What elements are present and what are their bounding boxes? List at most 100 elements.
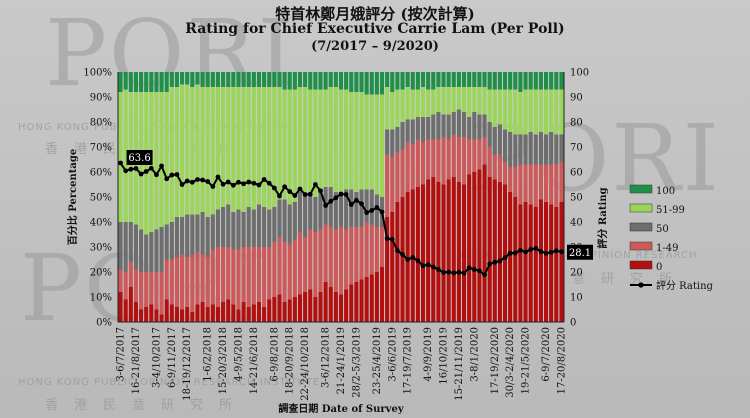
bar-segment-149 xyxy=(139,272,144,310)
bar-segment-100 xyxy=(169,72,174,87)
bar-segment-149 xyxy=(559,162,564,202)
legend-swatch xyxy=(629,260,653,270)
y-tick-label-right: 100 xyxy=(570,68,589,79)
bar-segment-5199 xyxy=(446,87,451,115)
bar-segment-149 xyxy=(538,164,543,200)
bar-segment-50 xyxy=(374,194,379,227)
bar-segment-0 xyxy=(338,294,344,322)
bar-segment-100 xyxy=(149,72,154,92)
bar-segment-100 xyxy=(241,72,246,87)
bar-segment-100 xyxy=(523,72,528,90)
bar-segment-100 xyxy=(200,72,205,87)
x-tick-label: 16/10/2019 xyxy=(439,327,450,385)
bar-segment-149 xyxy=(415,139,420,187)
bar-segment-100 xyxy=(318,72,323,90)
bar-segment-50 xyxy=(180,217,185,255)
bar-segment-50 xyxy=(405,119,410,142)
bar-segment-50 xyxy=(215,209,221,247)
bar-segment-50 xyxy=(200,212,205,255)
bar-segment-100 xyxy=(426,72,431,90)
bar-segment-50 xyxy=(149,232,154,272)
rating-point xyxy=(282,184,288,190)
bar-segment-50 xyxy=(333,192,338,230)
bar-segment-50 xyxy=(344,189,349,230)
y-tick-label-left: 30% xyxy=(90,243,112,254)
bar-segment-50 xyxy=(461,112,467,137)
bar-segment-50 xyxy=(497,124,502,155)
bar-segment-50 xyxy=(446,114,451,140)
bar-segment-50 xyxy=(123,222,128,272)
bar-segment-0 xyxy=(164,299,169,322)
bar-segment-0 xyxy=(226,299,231,322)
bar-segment-149 xyxy=(241,247,246,302)
bar-segment-50 xyxy=(544,134,549,165)
bar-segment-149 xyxy=(405,142,410,192)
bar-segment-0 xyxy=(174,307,179,322)
rating-point xyxy=(405,257,411,262)
bar-segment-5199 xyxy=(205,87,210,217)
bar-segment-50 xyxy=(451,112,456,135)
bar-segment-149 xyxy=(256,247,262,302)
bar-segment-149 xyxy=(297,232,303,295)
bar-segment-149 xyxy=(446,139,451,180)
rating-point xyxy=(307,191,313,197)
bar-segment-149 xyxy=(518,164,523,205)
rating-point xyxy=(436,267,441,272)
bar-segment-5199 xyxy=(287,89,292,205)
bar-segment-149 xyxy=(123,272,128,300)
y-tick-label-left: 100% xyxy=(83,68,112,79)
rating-point xyxy=(343,192,349,197)
bar-segment-50 xyxy=(559,134,564,162)
bar-segment-149 xyxy=(313,232,318,297)
bar-segment-0 xyxy=(267,299,272,322)
bar-segment-5199 xyxy=(277,87,282,200)
bar-segment-100 xyxy=(497,72,502,90)
x-tick-label: 17-19/2/2020 xyxy=(490,327,501,394)
bar-segment-100 xyxy=(133,72,138,92)
bar-segment-5199 xyxy=(385,87,390,130)
bar-segment-0 xyxy=(492,179,497,322)
rating-point xyxy=(123,168,129,174)
rating-point xyxy=(159,163,164,169)
bar-segment-100 xyxy=(385,72,390,87)
bar-segment-100 xyxy=(303,72,308,87)
bar-segment-149 xyxy=(492,154,497,180)
watermark-org-zh: 香港民意研究所 xyxy=(45,398,249,413)
bar-segment-50 xyxy=(436,112,441,140)
watermark-org-en: HONG KONG PUBLIC OPINION RESEARCH INSTIT… xyxy=(18,377,321,388)
bar-segment-149 xyxy=(267,247,272,300)
bar-segment-5199 xyxy=(200,87,205,212)
rating-point xyxy=(215,174,221,180)
bar-segment-0 xyxy=(292,297,297,322)
rating-point xyxy=(461,270,467,276)
bar-segment-100 xyxy=(533,72,538,90)
rating-point xyxy=(446,269,452,275)
bar-segment-50 xyxy=(410,119,415,145)
bar-segment-5199 xyxy=(487,89,492,122)
bar-segment-0 xyxy=(128,287,133,322)
x-tick-label: 23-25/4/2019 xyxy=(372,327,383,394)
bar-segment-50 xyxy=(528,132,533,165)
y-tick-label-right: 80 xyxy=(570,118,583,129)
bar-segment-149 xyxy=(159,272,164,315)
bar-segment-50 xyxy=(210,214,215,250)
bar-segment-100 xyxy=(549,72,554,90)
rating-point xyxy=(195,177,200,182)
x-tick-label: 15-20/3/2018 xyxy=(218,327,229,394)
bar-segment-0 xyxy=(420,184,426,322)
bar-segment-5199 xyxy=(533,89,538,135)
bar-segment-0 xyxy=(441,184,446,322)
rating-point xyxy=(400,252,405,257)
bar-segment-0 xyxy=(446,179,451,322)
rating-point xyxy=(502,255,508,260)
bar-segment-5199 xyxy=(349,92,354,190)
rating-point xyxy=(420,263,426,269)
rating-point xyxy=(379,209,385,215)
bar-segment-50 xyxy=(297,192,303,232)
bar-segment-149 xyxy=(221,247,226,302)
rating-point xyxy=(548,249,554,255)
bar-segment-5199 xyxy=(328,87,333,187)
x-tick-label: 14-21/6/2018 xyxy=(249,327,260,394)
bar-segment-100 xyxy=(482,72,487,87)
rating-point xyxy=(246,179,252,185)
